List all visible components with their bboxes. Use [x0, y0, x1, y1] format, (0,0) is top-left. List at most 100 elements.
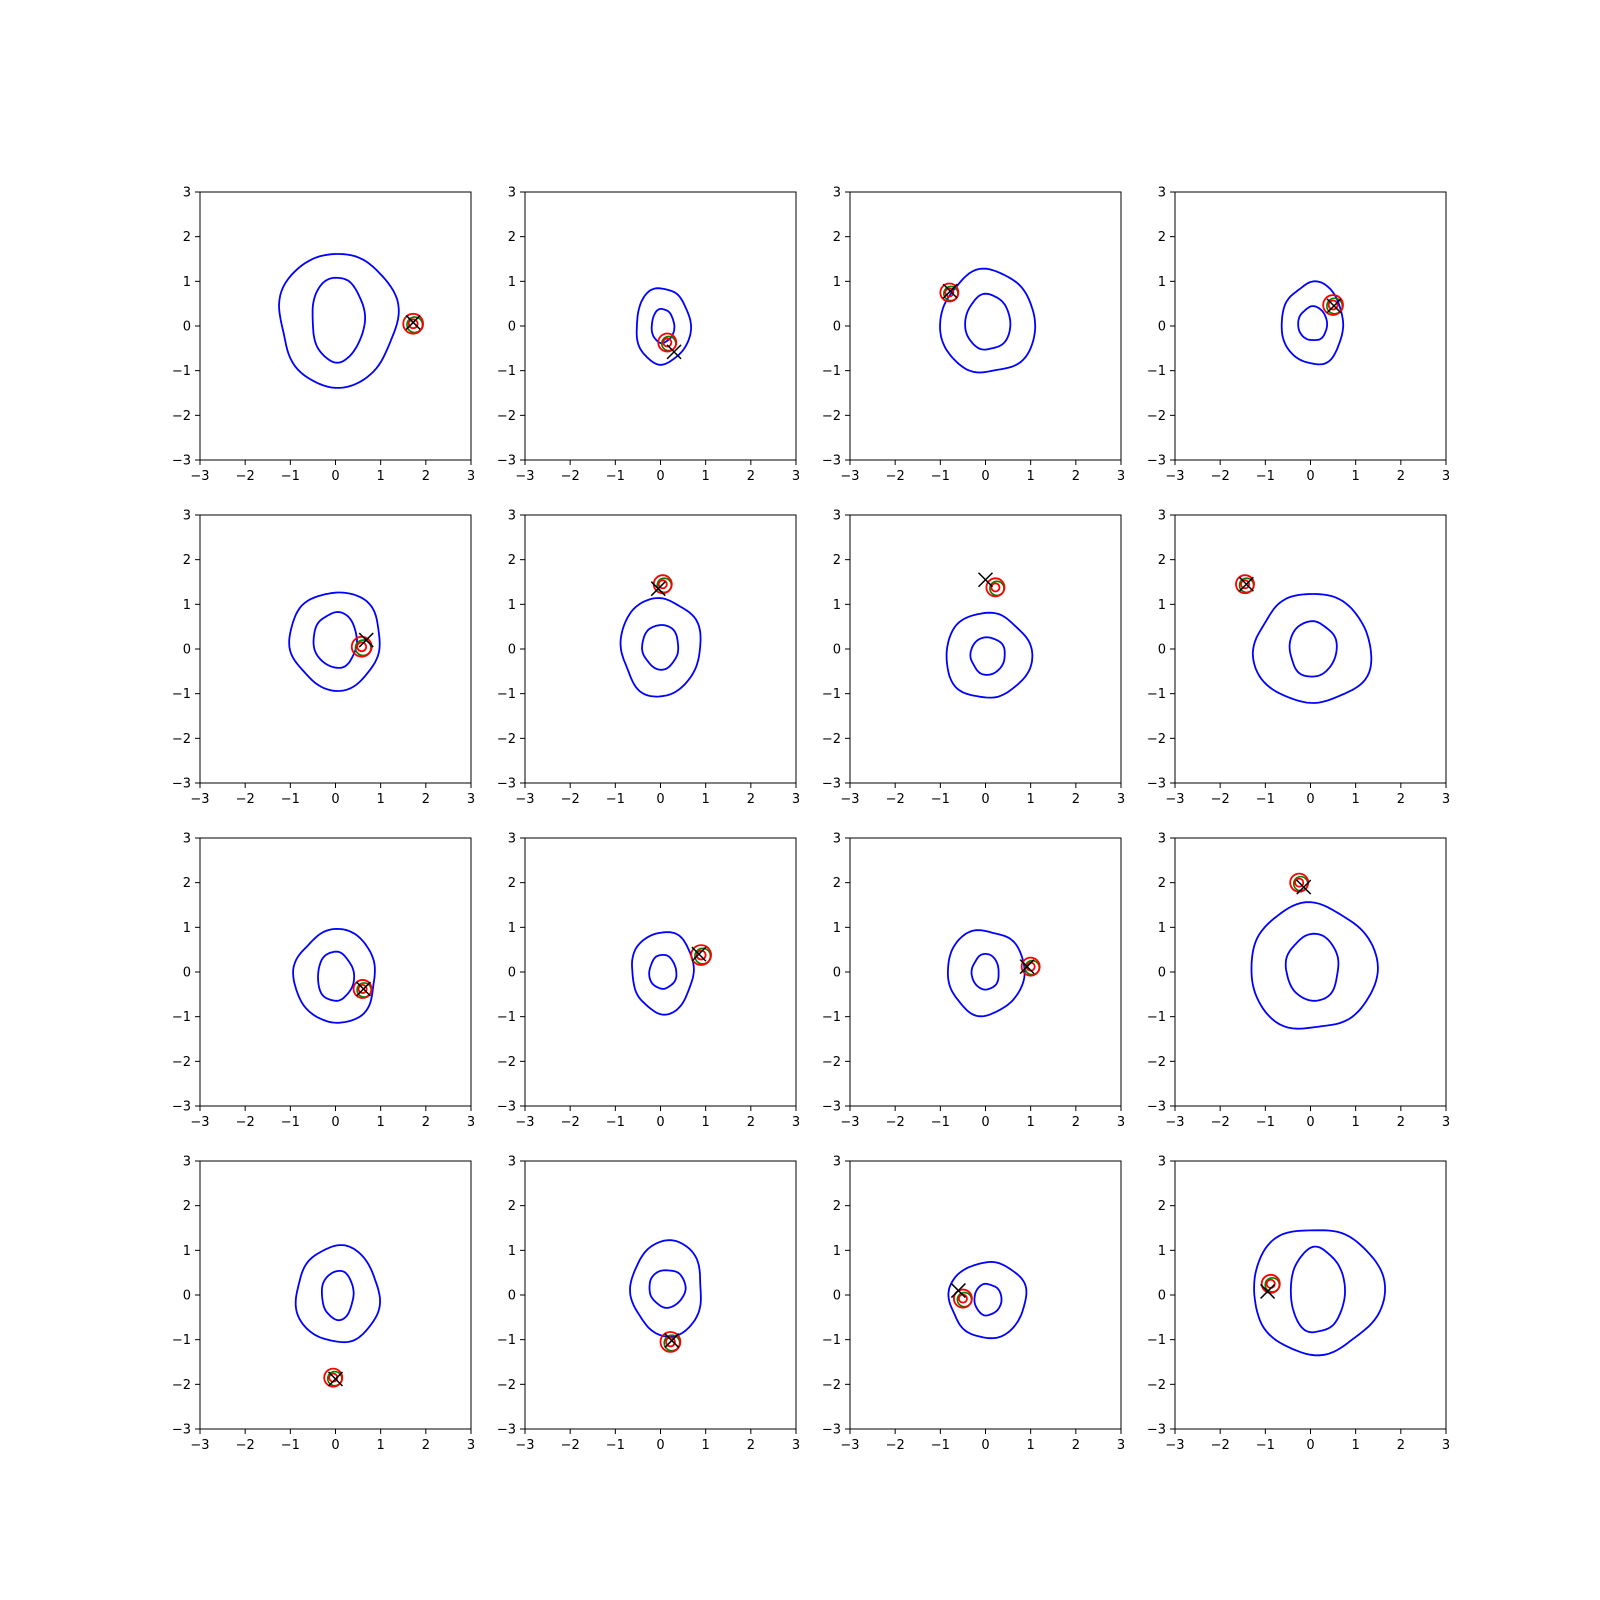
x-tick-label: 3 — [1442, 1438, 1450, 1453]
x-tick-label: −2 — [561, 1438, 580, 1453]
y-tick-label: 2 — [833, 1199, 841, 1214]
x-tick-label: 2 — [422, 469, 430, 484]
inner-contour — [969, 636, 1006, 676]
cross-marker — [1296, 879, 1312, 895]
plot-area — [1253, 1229, 1387, 1357]
y-tick-label: 2 — [508, 553, 516, 568]
subplot-13: −3 −2 −1 0 1 2 3 −3 −2 −1 0 1 2 3 — [172, 1155, 475, 1454]
x-tick-label: 1 — [702, 469, 710, 484]
y-tick-label: −1 — [1147, 687, 1166, 702]
x-tick-label: 2 — [747, 1115, 755, 1130]
x-tick-label: 0 — [656, 792, 664, 807]
x-tick-label: −2 — [236, 469, 255, 484]
x-tick-label: 0 — [1306, 469, 1314, 484]
y-tick-label: 1 — [1158, 921, 1166, 936]
cross-marker — [977, 572, 994, 588]
y-tick-label: −2 — [822, 1378, 841, 1393]
x-tick-label: 0 — [1306, 792, 1314, 807]
outer-contour — [294, 1244, 382, 1344]
y-tick-label: −2 — [497, 732, 516, 747]
y-tick-label: −3 — [172, 1423, 191, 1438]
inner-contour — [650, 308, 676, 345]
y-tick-label: 0 — [183, 966, 191, 981]
y-tick-label: −3 — [172, 454, 191, 469]
y-tick-label: −1 — [822, 687, 841, 702]
y-tick-label: 3 — [183, 509, 191, 524]
cross-marker — [1326, 298, 1342, 314]
y-tick-label: 1 — [833, 598, 841, 613]
red-contour-outer — [350, 635, 373, 658]
x-tick-label: 3 — [1442, 792, 1450, 807]
y-tick-label: −1 — [172, 364, 191, 379]
inner-contour — [1289, 1245, 1346, 1334]
x-tick-label: 2 — [1397, 1438, 1405, 1453]
y-tick-label: −2 — [1147, 409, 1166, 424]
plot-area — [635, 287, 692, 366]
x-tick-label: −2 — [886, 469, 905, 484]
axes-frame — [1174, 837, 1447, 1107]
y-tick-label: 3 — [833, 832, 841, 847]
x-tick-label: 2 — [422, 792, 430, 807]
x-tick-label: −1 — [1256, 792, 1275, 807]
cross-marker — [355, 981, 372, 997]
x-tick-label: 0 — [656, 469, 664, 484]
x-tick-label: 2 — [1072, 1438, 1080, 1453]
x-tick-label: −1 — [931, 1115, 950, 1130]
y-tick-label: −3 — [822, 454, 841, 469]
y-tick-label: 0 — [1158, 643, 1166, 658]
plot-area — [1250, 872, 1379, 1030]
outer-contour — [947, 929, 1026, 1018]
y-tick-label: 0 — [508, 966, 516, 981]
y-tick-label: −3 — [1147, 777, 1166, 792]
x-tick-label: 3 — [1117, 469, 1125, 484]
y-tick-label: 1 — [183, 1244, 191, 1259]
plot-area — [939, 267, 1037, 374]
subplot-3: −3 −2 −1 0 1 2 3 −3 −2 −1 0 1 2 3 — [822, 186, 1125, 485]
y-tick-label: 3 — [183, 832, 191, 847]
y-tick-label: 3 — [508, 186, 516, 201]
x-tick-label: −1 — [281, 1115, 300, 1130]
y-tick-label: 3 — [508, 832, 516, 847]
y-tick-label: 1 — [833, 275, 841, 290]
y-tick-label: 0 — [833, 643, 841, 658]
y-tick-label: −1 — [1147, 364, 1166, 379]
y-tick-label: −3 — [1147, 1100, 1166, 1115]
x-tick-label: 0 — [981, 469, 989, 484]
outer-contour — [945, 611, 1034, 699]
x-tick-label: 0 — [656, 1438, 664, 1453]
x-tick-label: −3 — [1165, 1438, 1184, 1453]
inner-contour — [312, 611, 358, 669]
y-tick-label: 0 — [508, 320, 516, 335]
y-tick-label: −3 — [172, 1100, 191, 1115]
y-tick-label: 3 — [1158, 1155, 1166, 1170]
plot-area — [629, 1239, 702, 1353]
red-contour-inner — [356, 641, 368, 653]
x-tick-label: −1 — [931, 469, 950, 484]
y-tick-label: 0 — [183, 643, 191, 658]
x-tick-label: −2 — [886, 1438, 905, 1453]
y-tick-label: 3 — [508, 1155, 516, 1170]
x-tick-label: 1 — [1352, 1115, 1360, 1130]
red-contour-inner — [944, 287, 955, 298]
x-tick-label: 0 — [331, 792, 339, 807]
x-tick-label: −1 — [606, 792, 625, 807]
cross-marker — [942, 283, 958, 299]
x-tick-label: 1 — [377, 1115, 385, 1130]
y-tick-label: −1 — [497, 1333, 516, 1348]
x-tick-label: −2 — [1211, 1438, 1230, 1453]
axes-frame — [849, 837, 1122, 1107]
red-contour-outer — [659, 1331, 682, 1353]
x-tick-label: −3 — [840, 1115, 859, 1130]
y-tick-label: 1 — [1158, 598, 1166, 613]
cross-marker — [1260, 1283, 1276, 1299]
x-tick-label: 3 — [1442, 1115, 1450, 1130]
red-contour-outer — [1260, 1273, 1281, 1294]
subplot-15: −3 −2 −1 0 1 2 3 −3 −2 −1 0 1 2 3 — [822, 1155, 1125, 1454]
plot-area — [278, 253, 425, 389]
x-tick-label: 3 — [1117, 792, 1125, 807]
inner-contour — [311, 276, 366, 364]
x-tick-label: 0 — [331, 469, 339, 484]
y-tick-label: 2 — [508, 1199, 516, 1214]
subplot-16: −3 −2 −1 0 1 2 3 −3 −2 −1 0 1 2 3 — [1147, 1155, 1450, 1454]
y-tick-label: 2 — [183, 1199, 191, 1214]
